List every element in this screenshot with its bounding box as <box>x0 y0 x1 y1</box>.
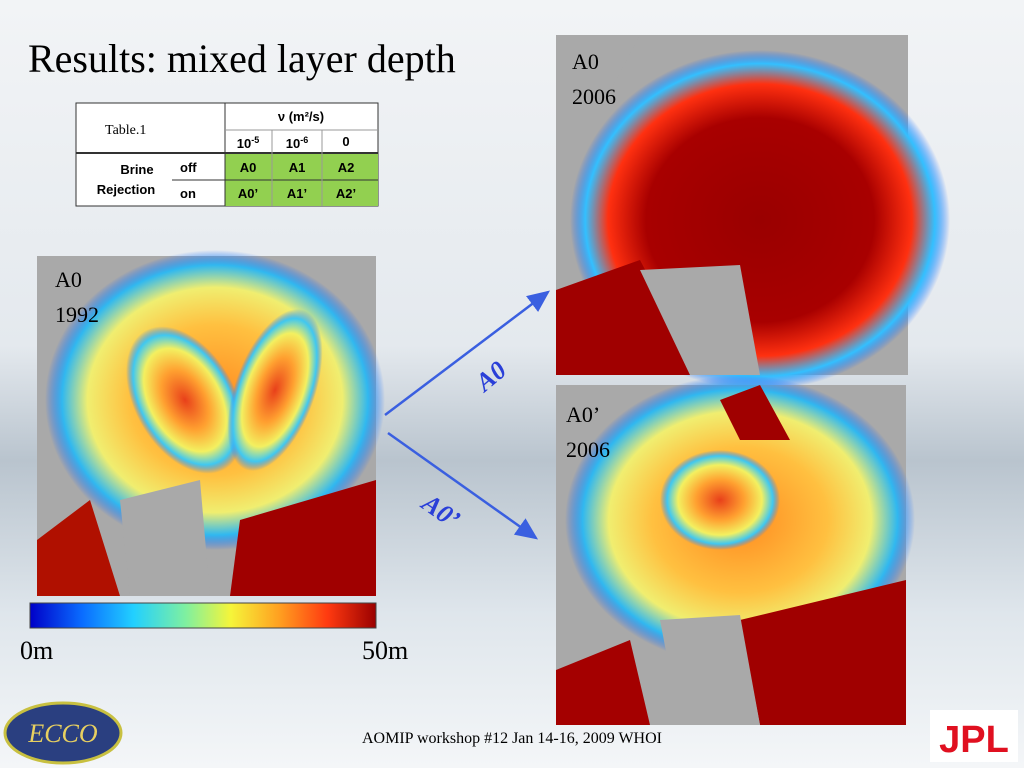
column-header: 0 <box>342 134 349 149</box>
column-exp: -5 <box>251 135 259 145</box>
table-cell: A2 <box>338 160 355 175</box>
map-label: A0’ <box>566 402 600 427</box>
row-group: Brine <box>120 162 153 177</box>
table-rows: off A0 A1 A2 on A0’ A1’ A2’ <box>180 160 356 201</box>
table-cell: A1’ <box>287 186 307 201</box>
jpl-logo: JPL <box>930 710 1018 762</box>
map-field <box>227 308 323 472</box>
column-header: 10-6 <box>286 135 308 151</box>
map-land <box>120 480 210 596</box>
map-land <box>640 265 760 375</box>
column-base: 10 <box>286 136 300 151</box>
map-label: 1992 <box>55 302 99 327</box>
colorbar-min: 0m <box>20 636 53 665</box>
table-cell: A1 <box>289 160 306 175</box>
map-field <box>556 640 650 725</box>
map-label: A0 <box>572 49 599 74</box>
table-cell: A0’ <box>238 186 258 201</box>
map-field <box>556 260 700 375</box>
map-1992: A0 1992 <box>37 250 385 596</box>
map-label: 2006 <box>572 84 616 109</box>
logo-shape <box>3 701 123 765</box>
logo-shape <box>930 710 1018 762</box>
column-header: 10-5 <box>237 135 259 151</box>
row-label: off <box>180 160 197 175</box>
arrow <box>384 290 550 416</box>
table-header: ν (m²/s) <box>278 109 324 124</box>
slide-title: Results: mixed layer depth <box>28 36 456 81</box>
map-land <box>556 35 640 120</box>
row-label: on <box>180 186 196 201</box>
column-base: 10 <box>237 136 251 151</box>
table: Table.1 ν (m²/s) 10-5 10-6 0 Brine Rejec… <box>75 102 379 207</box>
column-exp: -6 <box>300 135 308 145</box>
map-field <box>740 580 906 725</box>
table-caption: Table.1 <box>105 123 146 138</box>
arrow <box>387 431 539 540</box>
colorbar <box>29 602 377 629</box>
map-field <box>720 385 790 440</box>
map-label: 2006 <box>566 437 610 462</box>
logo-text: JPL <box>939 719 1009 761</box>
table-cell: A2’ <box>336 186 356 201</box>
map-field <box>230 480 376 596</box>
logo-text: ECCO <box>27 719 98 748</box>
footer: AOMIP workshop #12 Jan 14-16, 2009 WHOI <box>362 730 662 747</box>
colorbar-max: 50m <box>362 636 408 665</box>
map-label: A0 <box>55 267 82 292</box>
table-cell: A0 <box>240 160 257 175</box>
row-group: Rejection <box>97 182 156 197</box>
map-field <box>37 500 120 596</box>
map-land <box>660 615 760 725</box>
map-field <box>126 326 244 474</box>
map-a0p-2006: A0’ 2006 <box>556 375 915 725</box>
ecco-logo: ECCO <box>3 701 123 765</box>
map-a0-2006: A0 2006 <box>556 35 950 390</box>
map-field <box>660 450 780 550</box>
